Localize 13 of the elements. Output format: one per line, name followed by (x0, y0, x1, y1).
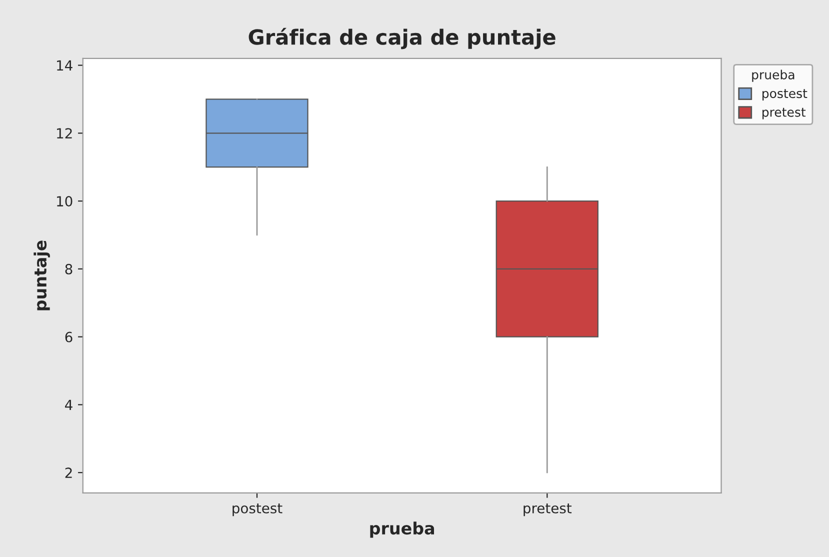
legend-title: prueba (752, 70, 794, 82)
y-tick-label: 6 (65, 332, 72, 342)
x-axis-title: prueba (370, 522, 434, 538)
y-tick-label: 4 (65, 400, 72, 410)
chart-title: Gráfica de caja de puntaje (248, 28, 556, 50)
y-axis-title: puntaje (34, 240, 50, 310)
legend-label: pretest (762, 108, 806, 120)
y-tick-label: 14 (57, 60, 72, 71)
y-tick-label: 8 (65, 264, 72, 274)
legend-label: postest (762, 89, 808, 101)
y-tick-label: 12 (57, 128, 72, 138)
y-tick-label: 2 (65, 468, 72, 478)
y-tick-label: 10 (57, 196, 72, 207)
